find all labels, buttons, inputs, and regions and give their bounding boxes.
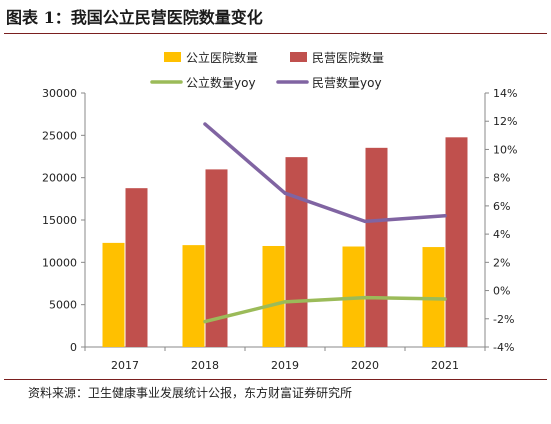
source-divider bbox=[4, 379, 547, 380]
bar-private-2018 bbox=[205, 169, 228, 347]
y-right-tick-label: 4% bbox=[493, 228, 510, 241]
y-left-tick-label: 10000 bbox=[42, 256, 77, 269]
bar-public-2019 bbox=[262, 245, 285, 347]
y-right-tick-label: 6% bbox=[493, 200, 510, 213]
bar-private-2020 bbox=[365, 147, 388, 347]
x-tick-label: 2019 bbox=[271, 359, 299, 372]
y-left-tick-label: 25000 bbox=[42, 129, 77, 142]
bar-public-2018 bbox=[182, 245, 205, 347]
y-right-tick-label: -2% bbox=[493, 313, 514, 326]
x-tick-label: 2017 bbox=[111, 359, 139, 372]
point-public-yoy-2020 bbox=[363, 296, 367, 300]
point-private-yoy-2020 bbox=[363, 219, 367, 224]
bar-private-2019 bbox=[285, 157, 308, 347]
bar-public-2021 bbox=[422, 247, 445, 347]
y-right-tick-label: 8% bbox=[493, 172, 510, 185]
point-public-yoy-2021 bbox=[443, 297, 447, 301]
point-public-yoy-2018 bbox=[203, 320, 207, 324]
figure-title: 图表 1：我国公立民营医院数量变化 bbox=[6, 8, 263, 27]
legend-swatch-0 bbox=[164, 52, 181, 62]
bar-public-2017 bbox=[102, 242, 125, 347]
point-private-yoy-2019 bbox=[283, 191, 287, 195]
bar-private-2021 bbox=[445, 137, 468, 347]
y-left-tick-label: 0 bbox=[70, 341, 77, 354]
y-right-tick-label: -4% bbox=[493, 341, 514, 354]
source-note: 资料来源：卫生健康事业发展统计公报，东方财富证券研究所 bbox=[28, 386, 353, 400]
legend-label-1: 民营医院数量 bbox=[312, 50, 384, 65]
point-public-yoy-2019 bbox=[283, 300, 287, 304]
legend-swatch-1 bbox=[290, 52, 307, 62]
point-private-yoy-2018 bbox=[203, 122, 207, 126]
point-private-yoy-2021 bbox=[443, 214, 447, 218]
y-left-tick-label: 15000 bbox=[42, 214, 77, 227]
y-right-tick-label: 12% bbox=[493, 115, 517, 128]
legend-label-3: 民营数量yoy bbox=[312, 75, 382, 90]
y-left-tick-label: 30000 bbox=[42, 87, 77, 100]
x-tick-label: 2020 bbox=[351, 359, 379, 372]
bar-private-2017 bbox=[125, 188, 148, 347]
line-private-yoy bbox=[203, 122, 447, 224]
chart-tick-labels: 0 5000 10000 15000 20000 25000 30000 -4% -2% 0% 2%… bbox=[42, 87, 517, 372]
y-right-tick-label: 10% bbox=[493, 143, 517, 156]
legend-label-0: 公立医院数量 bbox=[186, 50, 258, 65]
y-right-tick-label: 14% bbox=[493, 87, 517, 100]
chart-lines bbox=[203, 122, 447, 324]
y-left-tick-label: 20000 bbox=[42, 172, 77, 185]
x-tick-label: 2018 bbox=[191, 359, 219, 372]
y-right-tick-label: 2% bbox=[493, 256, 510, 269]
title-divider bbox=[4, 33, 547, 34]
y-right-tick-label: 0% bbox=[493, 285, 510, 298]
legend-label-2: 公立数量yoy bbox=[186, 75, 256, 90]
line-public-yoy bbox=[203, 295, 447, 324]
chart-axes bbox=[81, 92, 489, 351]
y-left-tick-label: 5000 bbox=[49, 299, 77, 312]
x-tick-label: 2021 bbox=[431, 359, 459, 372]
chart-bars bbox=[102, 137, 468, 347]
